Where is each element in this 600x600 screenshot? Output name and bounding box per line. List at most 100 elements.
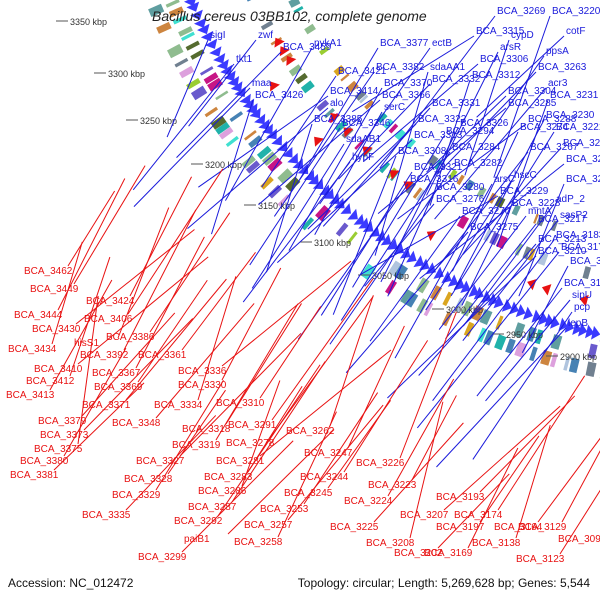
feature-segment bbox=[295, 72, 308, 85]
forward-label-line bbox=[359, 195, 499, 276]
forward-label-line bbox=[352, 135, 445, 288]
forward-gene-label: arsC bbox=[494, 174, 515, 185]
reverse-label-line bbox=[181, 252, 256, 351]
forward-gene-label: BCA_3231 bbox=[550, 90, 599, 101]
feature-segment bbox=[454, 297, 465, 313]
reverse-label-line bbox=[399, 311, 457, 459]
reverse-gene-label: BCA_3319 bbox=[172, 440, 221, 451]
feature-segment bbox=[148, 3, 165, 17]
reverse-gene-label: BCA_3361 bbox=[138, 350, 187, 361]
forward-gene-arrow bbox=[585, 324, 595, 339]
feature-segment bbox=[340, 73, 350, 82]
reverse-label-line bbox=[117, 207, 170, 339]
reverse-gene-label: BCA_3292 bbox=[174, 516, 223, 527]
forward-label-line bbox=[187, 107, 329, 230]
forward-label-line bbox=[451, 131, 519, 272]
reverse-label-line bbox=[51, 241, 83, 345]
feature-segment bbox=[388, 260, 401, 276]
feature-segment bbox=[456, 214, 470, 230]
feature-segment bbox=[476, 186, 487, 199]
feature-segment bbox=[168, 6, 185, 18]
forward-gene-label: BCA_3346 bbox=[342, 118, 391, 129]
forward-gene-label: sigI bbox=[210, 30, 226, 41]
feature-segment bbox=[316, 99, 330, 112]
forward-gene-label: BCA_3459 bbox=[283, 42, 332, 53]
feature-segment bbox=[537, 251, 549, 266]
feature-segment bbox=[483, 228, 493, 242]
forward-gene-label: BCA_3332 bbox=[432, 74, 481, 85]
reverse-gene-label: BCA_3193 bbox=[436, 492, 485, 503]
feature-segment bbox=[513, 322, 526, 338]
reverse-gene-arrow bbox=[314, 136, 324, 147]
reverse-gene-arrow bbox=[279, 46, 290, 57]
forward-label-line bbox=[369, 215, 461, 342]
accession-text: Accession: NC_012472 bbox=[8, 576, 134, 590]
forward-gene-label: ppsA bbox=[546, 46, 569, 57]
reverse-label-line bbox=[479, 435, 540, 523]
reverse-gene-arrow bbox=[426, 230, 437, 242]
forward-gene-label: acr3 bbox=[548, 78, 568, 89]
forward-label-line bbox=[432, 151, 529, 273]
forward-label-line bbox=[438, 215, 527, 330]
feature-segment bbox=[301, 217, 315, 231]
feature-segment bbox=[346, 231, 358, 245]
reverse-label-line bbox=[231, 361, 326, 503]
forward-gene-label: BCA_3308 bbox=[398, 146, 447, 157]
reverse-gene-label: BCA_3410 bbox=[34, 364, 83, 375]
kbp-label: 2900 kbp bbox=[560, 352, 597, 362]
feature-segment bbox=[379, 161, 391, 174]
feature-segment bbox=[190, 85, 208, 101]
feature-segment bbox=[529, 346, 538, 362]
reverse-gene-label: BCA_3258 bbox=[234, 537, 283, 548]
reverse-label-line bbox=[329, 295, 374, 427]
feature-segment bbox=[460, 300, 474, 317]
kbp-label: 3350 kbp bbox=[70, 17, 107, 27]
forward-label-line bbox=[450, 131, 555, 297]
reverse-label-line bbox=[63, 347, 127, 457]
feature-segment bbox=[514, 243, 524, 256]
forward-gene-label: BCA_3285 bbox=[508, 98, 557, 109]
forward-label-line bbox=[251, 143, 345, 289]
reverse-label-line bbox=[287, 404, 384, 521]
feature-segment bbox=[190, 49, 205, 60]
forward-gene-arrow bbox=[193, 17, 207, 28]
reverse-gene-arrow bbox=[389, 170, 400, 180]
forward-gene-label: BCA_3421 bbox=[338, 66, 387, 77]
feature-segment bbox=[354, 89, 367, 101]
reverse-gene-label: BCA_3299 bbox=[138, 552, 187, 563]
feature-segment bbox=[536, 214, 546, 227]
feature-segment bbox=[416, 189, 426, 202]
forward-gene-arrow bbox=[544, 313, 555, 328]
forward-label-line bbox=[265, 123, 313, 273]
forward-label-line bbox=[338, 83, 431, 180]
reverse-label-line bbox=[409, 401, 444, 539]
feature-segment bbox=[174, 57, 189, 68]
feature-segment bbox=[393, 263, 409, 281]
feature-segment bbox=[495, 315, 504, 330]
forward-gene-label: sdaAB1 bbox=[346, 134, 381, 145]
feature-segment bbox=[533, 213, 539, 224]
reverse-gene-label: BCA_3283 bbox=[204, 472, 253, 483]
feature-segment bbox=[268, 184, 283, 199]
forward-label-line bbox=[132, 63, 235, 191]
forward-gene-arrow bbox=[481, 290, 492, 303]
reverse-label-line bbox=[155, 303, 255, 419]
feature-segment bbox=[218, 126, 234, 140]
forward-label-line bbox=[332, 155, 397, 315]
forward-gene-label: BCA_3276 bbox=[436, 194, 485, 205]
reverse-label-line bbox=[259, 306, 322, 399]
feature-segment bbox=[522, 246, 532, 260]
forward-gene-label: BCA_3201 bbox=[566, 174, 600, 185]
reverse-gene-arrow bbox=[274, 37, 285, 48]
feature-segment bbox=[585, 361, 597, 377]
forward-gene-label: BCA_3270 bbox=[462, 206, 511, 217]
forward-gene-label: ectB bbox=[432, 38, 452, 49]
reverse-gene-label: BCA_3169 bbox=[424, 548, 473, 559]
forward-gene-label: BCA_3267 bbox=[530, 142, 579, 153]
feature-segment bbox=[511, 204, 521, 216]
forward-gene-label: BCA_3229 bbox=[500, 186, 549, 197]
forward-label-line bbox=[387, 191, 435, 297]
feature-segment bbox=[383, 118, 395, 130]
forward-gene-arrow bbox=[197, 23, 210, 35]
reverse-gene-label: BCA_3262 bbox=[286, 426, 335, 437]
